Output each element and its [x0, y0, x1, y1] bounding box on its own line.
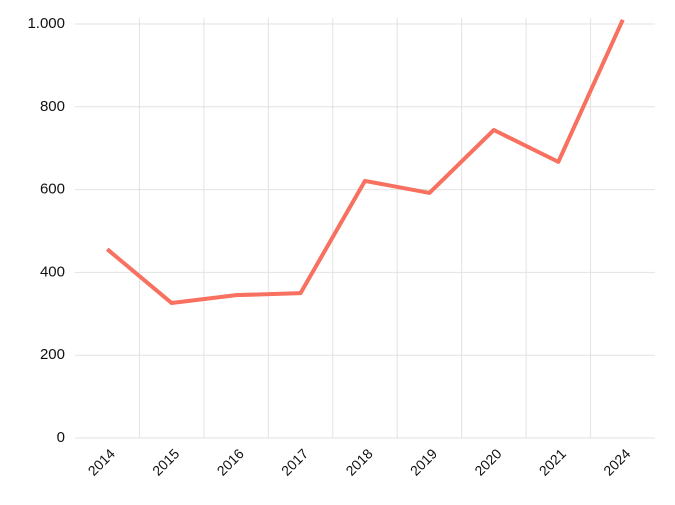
x-tick-label: 2019 — [407, 445, 440, 478]
y-tick-label: 800 — [40, 98, 65, 115]
x-tick-label: 2017 — [278, 445, 311, 478]
y-tick-label: 200 — [40, 346, 65, 363]
line — [105, 19, 625, 306]
x-tick-label: 2020 — [471, 445, 504, 478]
y-tick-label: 1.000 — [27, 15, 65, 32]
y-tick-label: 400 — [40, 263, 65, 280]
x-tick-label: 2021 — [536, 445, 569, 478]
y-tick-label: 0 — [57, 429, 65, 446]
x-tick-label: 2015 — [149, 445, 182, 478]
y-tick-label: 600 — [40, 181, 65, 198]
x-tick-label: 2024 — [600, 445, 633, 478]
x-tick-label: 2018 — [342, 445, 375, 478]
x-tick-label: 2014 — [85, 445, 118, 478]
x-tick-label: 2016 — [214, 445, 247, 478]
